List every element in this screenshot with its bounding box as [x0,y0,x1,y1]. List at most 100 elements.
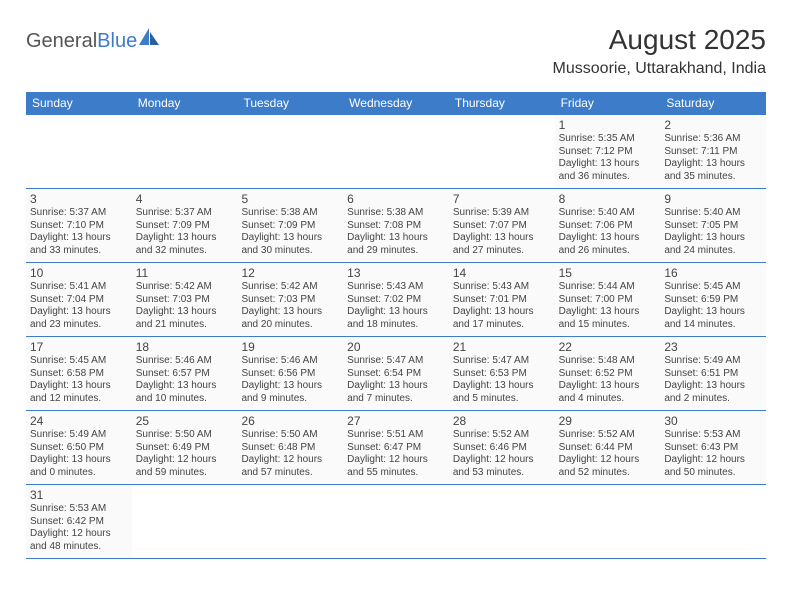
logo-text-1: General [26,30,97,53]
day-info: Sunrise: 5:49 AMSunset: 6:50 PMDaylight:… [30,429,128,479]
day-cell: 10Sunrise: 5:41 AMSunset: 7:04 PMDayligh… [26,263,132,336]
day-cell: 18Sunrise: 5:46 AMSunset: 6:57 PMDayligh… [132,337,238,410]
day-cell: 12Sunrise: 5:42 AMSunset: 7:03 PMDayligh… [237,263,343,336]
day-info: Sunrise: 5:47 AMSunset: 6:54 PMDaylight:… [347,355,445,405]
day-cell: 28Sunrise: 5:52 AMSunset: 6:46 PMDayligh… [449,411,555,484]
weekday-header: Friday [555,92,661,115]
day-number: 5 [241,192,339,206]
day-info: Sunrise: 5:52 AMSunset: 6:46 PMDaylight:… [453,429,551,479]
weeks-container: 1Sunrise: 5:35 AMSunset: 7:12 PMDaylight… [26,115,766,559]
day-number: 18 [136,340,234,354]
day-cell: 14Sunrise: 5:43 AMSunset: 7:01 PMDayligh… [449,263,555,336]
day-info: Sunrise: 5:41 AMSunset: 7:04 PMDaylight:… [30,281,128,331]
day-cell: 11Sunrise: 5:42 AMSunset: 7:03 PMDayligh… [132,263,238,336]
day-number: 15 [559,266,657,280]
empty-cell [343,485,449,558]
day-info: Sunrise: 5:51 AMSunset: 6:47 PMDaylight:… [347,429,445,479]
day-cell: 25Sunrise: 5:50 AMSunset: 6:49 PMDayligh… [132,411,238,484]
day-cell: 20Sunrise: 5:47 AMSunset: 6:54 PMDayligh… [343,337,449,410]
weekday-header: Monday [132,92,238,115]
day-info: Sunrise: 5:48 AMSunset: 6:52 PMDaylight:… [559,355,657,405]
day-cell: 17Sunrise: 5:45 AMSunset: 6:58 PMDayligh… [26,337,132,410]
day-info: Sunrise: 5:45 AMSunset: 6:58 PMDaylight:… [30,355,128,405]
empty-cell [449,115,555,188]
day-cell: 26Sunrise: 5:50 AMSunset: 6:48 PMDayligh… [237,411,343,484]
day-number: 30 [664,414,762,428]
week-row: 24Sunrise: 5:49 AMSunset: 6:50 PMDayligh… [26,411,766,485]
day-info: Sunrise: 5:46 AMSunset: 6:57 PMDaylight:… [136,355,234,405]
day-number: 21 [453,340,551,354]
logo-text-2: Blue [97,30,137,53]
weekday-header-row: SundayMondayTuesdayWednesdayThursdayFrid… [26,92,766,115]
day-number: 13 [347,266,445,280]
day-cell: 6Sunrise: 5:38 AMSunset: 7:08 PMDaylight… [343,189,449,262]
day-number: 2 [664,118,762,132]
day-number: 31 [30,488,128,502]
day-cell: 2Sunrise: 5:36 AMSunset: 7:11 PMDaylight… [660,115,766,188]
week-row: 31Sunrise: 5:53 AMSunset: 6:42 PMDayligh… [26,485,766,559]
day-info: Sunrise: 5:39 AMSunset: 7:07 PMDaylight:… [453,207,551,257]
day-number: 25 [136,414,234,428]
day-number: 29 [559,414,657,428]
day-number: 4 [136,192,234,206]
day-info: Sunrise: 5:53 AMSunset: 6:43 PMDaylight:… [664,429,762,479]
day-cell: 1Sunrise: 5:35 AMSunset: 7:12 PMDaylight… [555,115,661,188]
day-cell: 23Sunrise: 5:49 AMSunset: 6:51 PMDayligh… [660,337,766,410]
day-info: Sunrise: 5:53 AMSunset: 6:42 PMDaylight:… [30,503,128,553]
day-info: Sunrise: 5:47 AMSunset: 6:53 PMDaylight:… [453,355,551,405]
day-cell: 19Sunrise: 5:46 AMSunset: 6:56 PMDayligh… [237,337,343,410]
day-number: 7 [453,192,551,206]
day-info: Sunrise: 5:44 AMSunset: 7:00 PMDaylight:… [559,281,657,331]
day-cell: 7Sunrise: 5:39 AMSunset: 7:07 PMDaylight… [449,189,555,262]
day-cell: 3Sunrise: 5:37 AMSunset: 7:10 PMDaylight… [26,189,132,262]
location: Mussoorie, Uttarakhand, India [553,60,766,78]
day-number: 22 [559,340,657,354]
day-info: Sunrise: 5:50 AMSunset: 6:48 PMDaylight:… [241,429,339,479]
day-info: Sunrise: 5:35 AMSunset: 7:12 PMDaylight:… [559,133,657,183]
day-info: Sunrise: 5:36 AMSunset: 7:11 PMDaylight:… [664,133,762,183]
day-cell: 27Sunrise: 5:51 AMSunset: 6:47 PMDayligh… [343,411,449,484]
day-cell: 30Sunrise: 5:53 AMSunset: 6:43 PMDayligh… [660,411,766,484]
day-info: Sunrise: 5:43 AMSunset: 7:02 PMDaylight:… [347,281,445,331]
title-block: August 2025 Mussoorie, Uttarakhand, Indi… [553,24,766,78]
day-number: 9 [664,192,762,206]
day-info: Sunrise: 5:40 AMSunset: 7:05 PMDaylight:… [664,207,762,257]
day-cell: 31Sunrise: 5:53 AMSunset: 6:42 PMDayligh… [26,485,132,558]
day-info: Sunrise: 5:45 AMSunset: 6:59 PMDaylight:… [664,281,762,331]
weekday-header: Wednesday [343,92,449,115]
day-info: Sunrise: 5:46 AMSunset: 6:56 PMDaylight:… [241,355,339,405]
day-info: Sunrise: 5:38 AMSunset: 7:08 PMDaylight:… [347,207,445,257]
day-number: 23 [664,340,762,354]
month-title: August 2025 [553,24,766,56]
day-number: 3 [30,192,128,206]
empty-cell [132,485,238,558]
day-info: Sunrise: 5:42 AMSunset: 7:03 PMDaylight:… [241,281,339,331]
day-cell: 24Sunrise: 5:49 AMSunset: 6:50 PMDayligh… [26,411,132,484]
day-cell: 21Sunrise: 5:47 AMSunset: 6:53 PMDayligh… [449,337,555,410]
day-cell: 8Sunrise: 5:40 AMSunset: 7:06 PMDaylight… [555,189,661,262]
empty-cell [449,485,555,558]
day-info: Sunrise: 5:49 AMSunset: 6:51 PMDaylight:… [664,355,762,405]
calendar-grid: SundayMondayTuesdayWednesdayThursdayFrid… [26,92,766,559]
day-number: 14 [453,266,551,280]
weekday-header: Thursday [449,92,555,115]
weekday-header: Sunday [26,92,132,115]
empty-cell [132,115,238,188]
weekday-header: Tuesday [237,92,343,115]
day-number: 6 [347,192,445,206]
day-cell: 5Sunrise: 5:38 AMSunset: 7:09 PMDaylight… [237,189,343,262]
empty-cell [237,485,343,558]
day-cell: 22Sunrise: 5:48 AMSunset: 6:52 PMDayligh… [555,337,661,410]
day-number: 26 [241,414,339,428]
day-number: 1 [559,118,657,132]
day-number: 16 [664,266,762,280]
logo: GeneralBlue [26,30,161,53]
week-row: 3Sunrise: 5:37 AMSunset: 7:10 PMDaylight… [26,189,766,263]
calendar-page: GeneralBlue August 2025 Mussoorie, Uttar… [0,0,792,559]
day-number: 28 [453,414,551,428]
logo-sail-icon [139,28,161,51]
day-number: 19 [241,340,339,354]
day-info: Sunrise: 5:42 AMSunset: 7:03 PMDaylight:… [136,281,234,331]
day-cell: 16Sunrise: 5:45 AMSunset: 6:59 PMDayligh… [660,263,766,336]
day-info: Sunrise: 5:37 AMSunset: 7:10 PMDaylight:… [30,207,128,257]
